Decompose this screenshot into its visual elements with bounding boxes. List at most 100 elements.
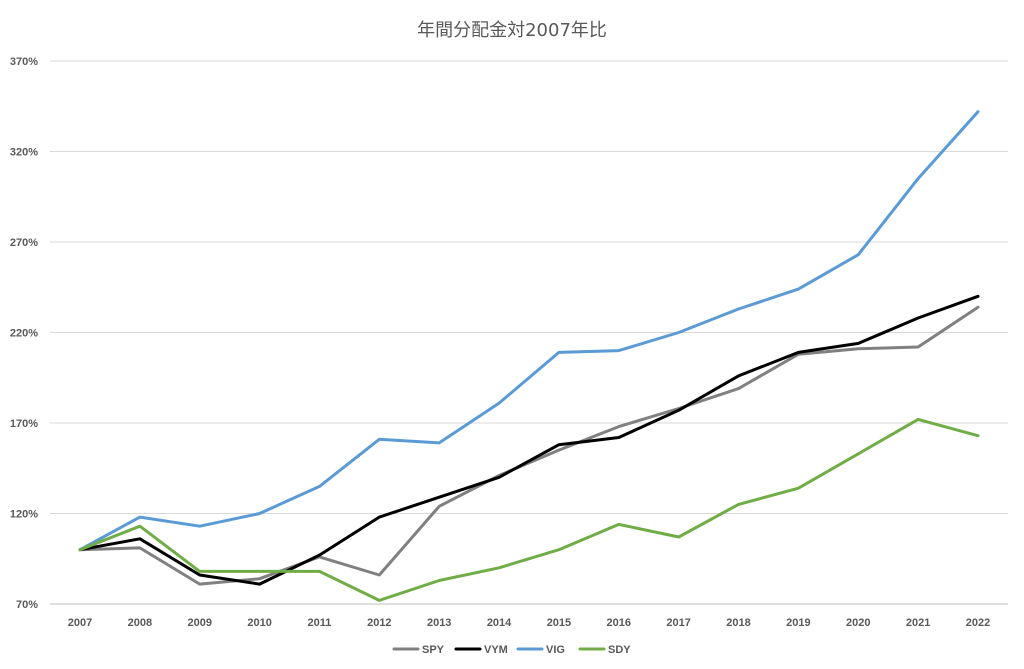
legend-item-spy: SPY xyxy=(392,644,445,656)
data-point-vig xyxy=(498,402,501,405)
data-point-vig xyxy=(557,351,560,354)
data-point-vym xyxy=(977,295,980,298)
x-tick-label: 2010 xyxy=(247,617,271,629)
x-axis: 2007 2008 2009 2010 2011 2012 2013 2014 2015 2016… xyxy=(68,617,990,629)
data-point-sdy xyxy=(857,452,860,455)
legend-item-vym: VYM xyxy=(454,644,508,656)
data-point-sdy xyxy=(318,570,321,573)
y-tick-label: 270% xyxy=(10,237,38,249)
data-point-spy xyxy=(857,347,860,350)
data-point-sdy xyxy=(438,579,441,582)
data-point-sdy xyxy=(138,525,141,528)
data-point-vym xyxy=(917,317,920,320)
data-point-vym xyxy=(737,374,740,377)
legend-item-sdy: SDY xyxy=(578,644,631,656)
legend-label: VYM xyxy=(484,644,508,656)
x-tick-label: 2016 xyxy=(607,617,631,629)
data-point-sdy xyxy=(977,434,980,437)
data-point-spy xyxy=(138,546,141,549)
data-point-vym xyxy=(438,496,441,499)
y-tick-label: 320% xyxy=(10,147,38,159)
data-point-vig xyxy=(198,525,201,528)
data-point-vym xyxy=(258,583,261,586)
data-point-vym xyxy=(378,516,381,519)
legend: SPY VYM VIG SDY xyxy=(392,644,631,656)
data-point-vig xyxy=(318,485,321,488)
x-tick-label: 2012 xyxy=(367,617,391,629)
y-axis: 70% 120% 170% 220% 270% 320% 370% xyxy=(10,56,38,611)
data-point-vym xyxy=(138,537,141,540)
data-point-vym xyxy=(498,476,501,479)
data-point-vym xyxy=(198,574,201,577)
series-line-vym xyxy=(78,294,980,586)
data-point-vym xyxy=(857,342,860,345)
series-line-sdy xyxy=(78,417,980,602)
data-point-sdy xyxy=(79,548,82,551)
data-point-vig xyxy=(677,331,680,334)
x-tick-label: 2015 xyxy=(547,617,571,629)
x-tick-label: 2020 xyxy=(846,617,870,629)
data-point-vig xyxy=(138,516,141,519)
data-point-spy xyxy=(917,345,920,348)
data-point-vig xyxy=(258,512,261,515)
y-tick-label: 370% xyxy=(10,56,38,68)
data-point-spy xyxy=(737,387,740,390)
data-point-sdy xyxy=(378,599,381,602)
data-point-spy xyxy=(977,306,980,309)
data-point-sdy xyxy=(797,487,800,490)
data-point-spy xyxy=(258,577,261,580)
data-point-sdy xyxy=(677,536,680,539)
x-tick-label: 2021 xyxy=(906,617,930,629)
data-point-sdy xyxy=(617,523,620,526)
data-point-sdy xyxy=(917,418,920,421)
data-point-sdy xyxy=(557,548,560,551)
data-point-sdy xyxy=(198,570,201,573)
data-point-vym xyxy=(318,554,321,557)
data-point-vig xyxy=(977,110,980,113)
y-tick-label: 170% xyxy=(10,418,38,430)
y-tick-label: 220% xyxy=(10,328,38,340)
data-point-sdy xyxy=(737,503,740,506)
data-point-vig xyxy=(378,438,381,441)
legend-item-vig: VIG xyxy=(516,644,565,656)
x-tick-label: 2019 xyxy=(786,617,810,629)
x-tick-label: 2017 xyxy=(666,617,690,629)
data-point-spy xyxy=(617,425,620,428)
data-point-vym xyxy=(557,443,560,446)
data-point-vig xyxy=(917,177,920,180)
data-point-spy xyxy=(198,583,201,586)
gridlines xyxy=(50,60,1008,605)
x-tick-label: 2018 xyxy=(726,617,750,629)
data-point-vym xyxy=(797,351,800,354)
x-tick-label: 2007 xyxy=(68,617,92,629)
data-point-sdy xyxy=(498,566,501,569)
y-tick-label: 120% xyxy=(10,509,38,521)
data-point-vig xyxy=(438,441,441,444)
x-tick-label: 2022 xyxy=(966,617,990,629)
data-point-vig xyxy=(797,288,800,291)
x-tick-label: 2013 xyxy=(427,617,451,629)
x-tick-label: 2009 xyxy=(187,617,211,629)
series-line-spy xyxy=(78,305,980,586)
data-point-spy xyxy=(378,574,381,577)
data-point-spy xyxy=(438,505,441,508)
data-point-sdy xyxy=(258,570,261,573)
series-line-vig xyxy=(78,110,980,552)
series-lines xyxy=(78,110,980,602)
data-point-spy xyxy=(557,449,560,452)
x-tick-label: 2014 xyxy=(487,617,512,629)
y-tick-label: 70% xyxy=(16,599,38,611)
data-point-vym xyxy=(677,409,680,412)
legend-label: SPY xyxy=(422,644,445,656)
x-tick-label: 2011 xyxy=(308,617,332,629)
data-point-vig xyxy=(857,253,860,256)
data-point-vym xyxy=(617,436,620,439)
legend-label: SDY xyxy=(608,644,631,656)
x-tick-label: 2008 xyxy=(128,617,152,629)
chart-title: 年間分配金対2007年比 xyxy=(417,20,607,41)
legend-label: VIG xyxy=(546,644,565,656)
data-point-vig xyxy=(737,307,740,310)
data-point-vig xyxy=(617,349,620,352)
